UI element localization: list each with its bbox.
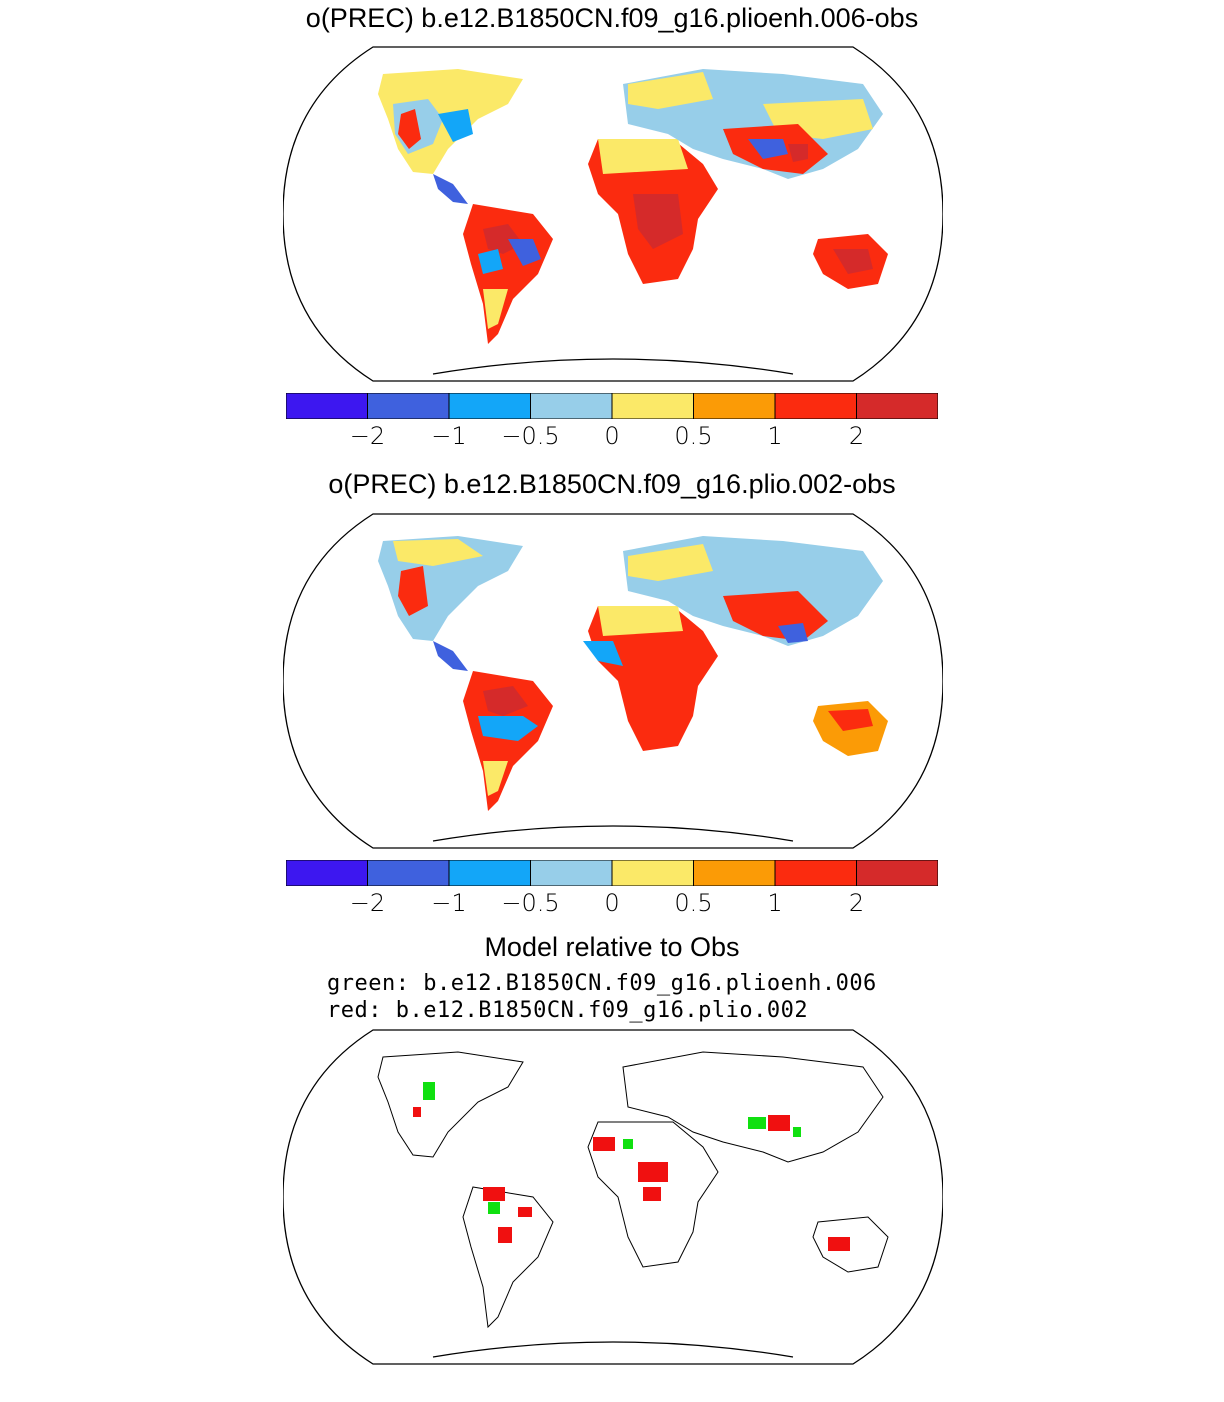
north-america-coast [377, 1051, 524, 1158]
panel-2-map [283, 513, 943, 849]
panel-1-colorbar [285, 392, 939, 420]
europe-yellow-region [628, 544, 713, 581]
colorbar-swatch [367, 392, 450, 420]
green-patch [423, 1082, 435, 1100]
africa-dark-red-region [633, 194, 683, 249]
na-yellow-region [393, 539, 483, 566]
colorbar-swatch [611, 392, 694, 420]
se-asia-blue-region [778, 623, 808, 643]
west-africa-blue-region [583, 641, 623, 666]
colorbar-swatch [774, 392, 857, 420]
colorbar-swatch [856, 859, 939, 887]
tick-label: −0.5 [501, 422, 560, 450]
red-patch [828, 1237, 850, 1251]
sa-yellow-region [483, 289, 508, 329]
na-red-region [398, 109, 421, 149]
tick-label: 0 [604, 422, 620, 450]
red-patch [483, 1187, 505, 1201]
panel-2-map-content [283, 513, 943, 849]
sa-blue-region [478, 716, 538, 741]
red-patch [498, 1227, 512, 1243]
himalaya-blue-region [748, 139, 788, 159]
comparison-green-label: green: b.e12.B1850CN.f09_g16.plioenh.006 [327, 971, 877, 996]
colorbar-swatch [285, 859, 368, 887]
panel-1-colorbar-ticks: −2 −1 −0.5 0 0.5 1 2 [286, 422, 938, 452]
africa-region [588, 606, 718, 751]
colorbar-swatch [774, 859, 857, 887]
tick-label: −2 [349, 889, 386, 917]
australia-dark-red-region [833, 249, 873, 274]
green-patch [488, 1202, 500, 1214]
sahara-region [598, 139, 688, 174]
central-america-region [433, 174, 468, 204]
eurasia-coast [622, 1051, 884, 1163]
comparison-map-content [283, 1029, 943, 1365]
colorbar-2-svg [285, 859, 939, 887]
tick-label: 0.5 [674, 422, 713, 450]
sa-yellow-region [483, 761, 508, 796]
panel-2-colorbar-ticks: −2 −1 −0.5 0 0.5 1 2 [286, 889, 938, 919]
panel-2-colorbar [285, 859, 939, 887]
comparison-title: Model relative to Obs [484, 932, 740, 962]
antarctica-coast [432, 825, 794, 842]
na-blue2-region [438, 109, 473, 142]
tick-label: 1 [767, 422, 783, 450]
colorbar-swatch [856, 392, 939, 420]
australia-coast [812, 1216, 889, 1273]
tick-label: −0.5 [501, 889, 560, 917]
tick-label: 1 [767, 889, 783, 917]
sa-blue-region [478, 249, 503, 274]
antarctica-coast [432, 1341, 794, 1358]
red-patch [593, 1137, 615, 1151]
colorbar-swatch [611, 859, 694, 887]
colorbar-swatch [285, 392, 368, 420]
colorbar-1-svg [285, 392, 939, 420]
tick-label: 2 [848, 889, 865, 917]
tick-label: −2 [349, 422, 386, 450]
tick-label: 2 [848, 422, 865, 450]
africa-coast [587, 1121, 719, 1268]
europe-yellow-region [628, 72, 713, 109]
sa-blue2-region [508, 239, 541, 266]
red-patch [638, 1162, 668, 1182]
colorbar-swatch [693, 392, 776, 420]
tick-label: 0 [604, 889, 620, 917]
antarctica-coast [432, 358, 794, 375]
sa-dark-red-region [483, 686, 528, 716]
colorbar-swatch [693, 859, 776, 887]
map-outline [283, 1029, 943, 1365]
panel-2-title: o(PREC) b.e12.B1850CN.f09_g16.plio.002-o… [328, 469, 896, 499]
south-america-coast [462, 1186, 554, 1329]
tick-label: −1 [431, 889, 467, 917]
red-patch [518, 1207, 532, 1217]
red-patch [643, 1187, 661, 1201]
colorbar-swatch [530, 859, 613, 887]
panel-1-map [283, 46, 943, 382]
asia-dark-red-region [788, 144, 808, 162]
tick-label: 0.5 [674, 889, 713, 917]
red-patch [413, 1107, 421, 1117]
comparison-map [283, 1029, 943, 1365]
panel-1-map-content [283, 46, 943, 382]
green-patch [793, 1127, 801, 1137]
colorbar-swatch [448, 859, 531, 887]
australia-red-region [828, 709, 873, 731]
comparison-red-label: red: b.e12.B1850CN.f09_g16.plio.002 [327, 998, 809, 1023]
colorbar-swatch [448, 392, 531, 420]
colorbar-swatch [367, 859, 450, 887]
panel-1-title: o(PREC) b.e12.B1850CN.f09_g16.plioenh.00… [305, 3, 919, 33]
red-patch [768, 1115, 790, 1131]
tick-label: −1 [431, 422, 467, 450]
central-america-region [433, 641, 468, 671]
green-patch [623, 1139, 633, 1149]
green-patch [748, 1117, 766, 1129]
sahara-region [598, 606, 683, 636]
colorbar-swatch [530, 392, 613, 420]
na-red-region [398, 566, 428, 616]
